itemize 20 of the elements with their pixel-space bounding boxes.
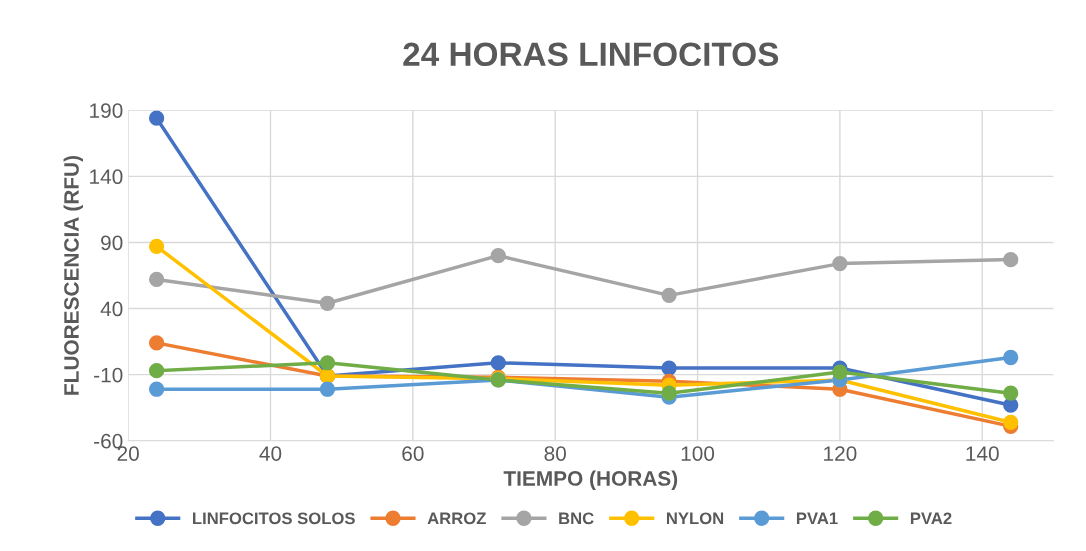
legend-label: NYLON (666, 512, 724, 525)
x-tick-label: 140 (966, 446, 999, 461)
x-tick-label: 80 (544, 446, 566, 461)
legend-label: PVA2 (910, 512, 952, 525)
y-axis-title: FLUORESCENCIA (RFU) (63, 155, 83, 395)
legend-label: ARROZ (427, 512, 486, 525)
y-tick-label: 190 (90, 103, 123, 118)
y-tick-label: 90 (101, 235, 123, 251)
y-tick-label: -10 (94, 367, 123, 383)
chart-title: 24 HORAS LINFOCITOS (403, 42, 779, 67)
x-tick-label: 40 (259, 446, 282, 461)
legend-label: LINFOCITOS SOLOS (193, 512, 355, 525)
x-tick-label: 60 (402, 446, 424, 461)
legend-label: PVA1 (796, 512, 838, 525)
x-axis-title: TIEMPO (HORAS) (503, 470, 678, 490)
x-tick-label: 120 (824, 446, 857, 461)
legend-label: BNC (559, 512, 594, 525)
x-tick-label: 100 (681, 446, 715, 461)
y-tick-label: 140 (90, 169, 123, 185)
y-tick-label: 40 (100, 301, 123, 317)
